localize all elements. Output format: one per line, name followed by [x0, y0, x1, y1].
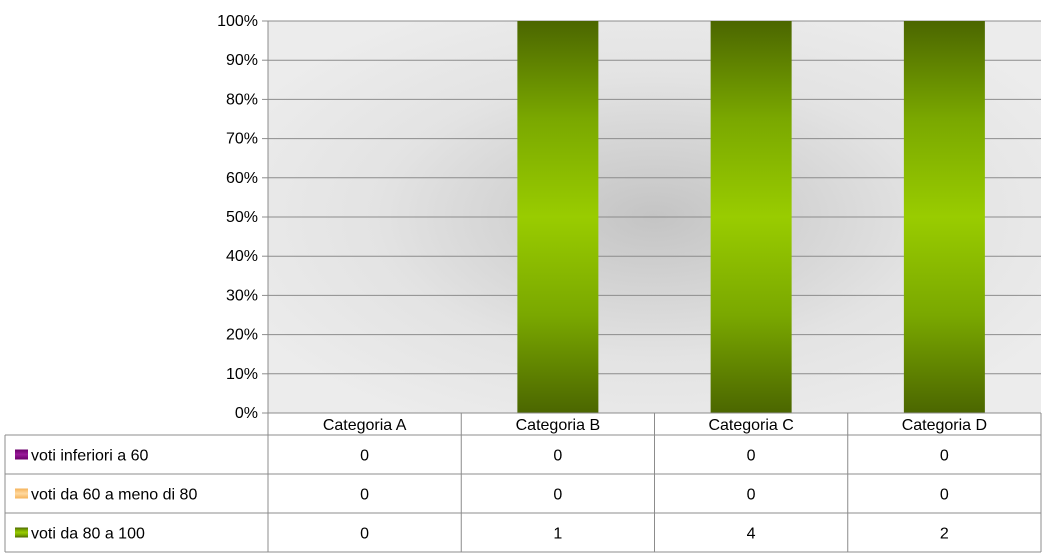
bar: [710, 21, 792, 413]
data-table: Categoria A Categoria B Categoria C Categor…: [4, 412, 1042, 553]
table-cell-value: 0: [747, 448, 756, 465]
category-label: Categoria A: [323, 417, 407, 434]
table-cell-value: 1: [553, 526, 562, 543]
table-cell-value: 0: [360, 526, 369, 543]
y-tick-label: 80%: [226, 91, 258, 108]
axis-layer: 0% 10% 20% 30% 40% 50% 60% 70% 80% 90% 100%: [217, 13, 269, 422]
table-cell-value: 2: [940, 526, 949, 543]
bar: [903, 21, 985, 413]
y-tick-label: 70%: [226, 131, 258, 148]
legend-label: voti da 60 a meno di 80: [31, 487, 197, 504]
y-tick-label: 30%: [226, 287, 258, 304]
table-cell-value: 0: [940, 487, 949, 504]
legend-swatch: [15, 527, 28, 538]
table-cell-value: 0: [553, 487, 562, 504]
legend-swatch: [15, 488, 28, 499]
bars-layer: [517, 21, 985, 413]
y-tick-label: 90%: [226, 52, 258, 69]
y-tick-label: 10%: [226, 366, 258, 383]
table-cell-value: 4: [747, 526, 756, 543]
table-cell-value: 0: [747, 487, 756, 504]
y-tick-label: 40%: [226, 248, 258, 265]
category-label: Categoria D: [902, 417, 987, 434]
table-cell-value: 0: [360, 448, 369, 465]
y-tick-label: 0%: [235, 405, 258, 422]
legend-label: voti inferiori a 60: [31, 448, 148, 465]
y-tick-label: 100%: [217, 13, 258, 30]
y-tick-label: 20%: [226, 327, 258, 344]
legend-swatch: [15, 449, 28, 460]
table-cell-value: 0: [940, 448, 949, 465]
category-label: Categoria C: [708, 417, 793, 434]
table-cell-value: 0: [553, 448, 562, 465]
table-cell-value: 0: [360, 487, 369, 504]
y-tick-label: 60%: [226, 170, 258, 187]
y-tick-label: 50%: [226, 209, 258, 226]
category-label: Categoria B: [516, 417, 601, 434]
bar: [517, 21, 599, 413]
legend-label: voti da 80 a 100: [31, 526, 145, 543]
